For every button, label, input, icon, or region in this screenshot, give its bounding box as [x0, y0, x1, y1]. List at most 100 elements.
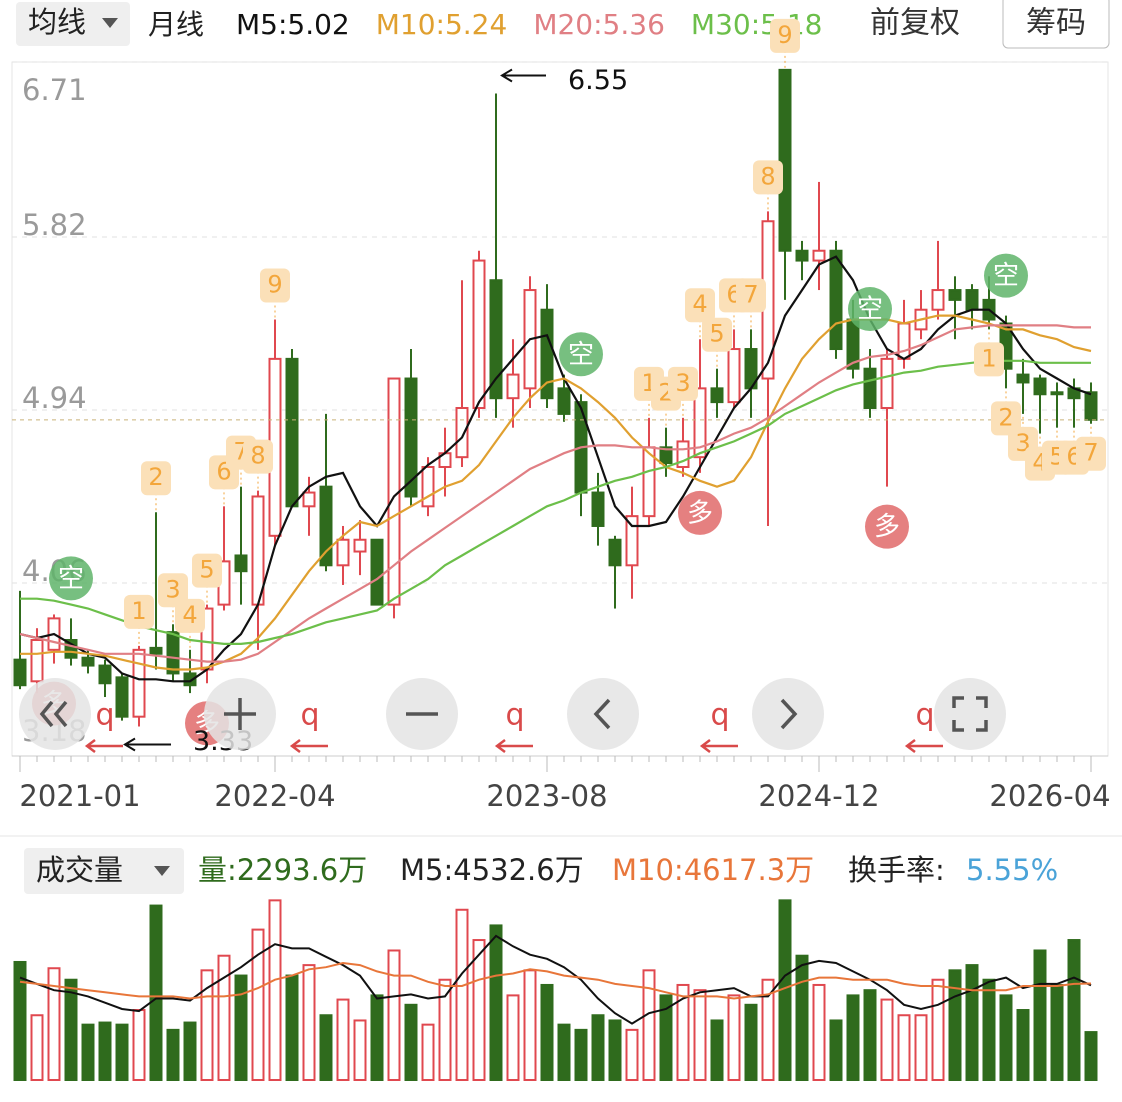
x-tick-label: 2022-04: [214, 779, 335, 813]
td-count: 5: [709, 320, 724, 348]
volume-bar: [659, 994, 673, 1082]
period[interactable]: 月线: [148, 8, 204, 41]
button-next[interactable]: [752, 678, 824, 750]
candle-body: [829, 249, 843, 351]
candle-body: [370, 538, 384, 606]
candle-body: [727, 348, 741, 404]
volume-bar: [81, 1023, 95, 1081]
volume-bar: [727, 994, 741, 1082]
td-count: 8: [760, 162, 775, 190]
td-count: 7: [743, 280, 758, 308]
candle-body: [115, 676, 129, 718]
volume-bar: [472, 939, 486, 1081]
x-tick-label: 2026-04: [989, 779, 1110, 813]
signal-badge: [865, 504, 909, 549]
td-count: 3: [165, 575, 180, 603]
td-count: 7: [1083, 439, 1098, 467]
volume-bar: [234, 974, 248, 1081]
high-label: 6.55: [568, 65, 628, 96]
td-count: 4: [692, 290, 707, 318]
signal-text: 空: [993, 261, 1019, 291]
signal-text: 空: [568, 340, 594, 370]
volume-bar: [625, 1028, 639, 1082]
x-tick-label: 2021-01: [19, 779, 140, 813]
td-badge: [192, 553, 222, 588]
ma-label: M30:5.18: [691, 8, 823, 41]
candle-body: [948, 289, 962, 301]
ma-menu[interactable]: 均线: [28, 5, 86, 39]
signal-badge: [984, 253, 1028, 298]
q-arrow: [84, 739, 123, 753]
signal-badge: [848, 287, 892, 332]
volume-bar: [302, 964, 316, 1081]
volume-menu[interactable]: 成交量: [36, 853, 123, 887]
volume-bar: [353, 1019, 367, 1082]
volume-bar: [965, 964, 979, 1081]
candle-body: [540, 308, 554, 400]
volume-bar: [200, 969, 214, 1081]
candle-body: [166, 631, 180, 675]
volume-bar: [489, 924, 503, 1082]
volume-bar: [795, 954, 809, 1082]
volume-bar: [132, 1009, 146, 1081]
candle-body: [880, 357, 894, 410]
td-count: 1: [131, 597, 146, 625]
volume-bar: [285, 974, 299, 1081]
td-badge: [158, 573, 188, 608]
candle-body: [472, 259, 486, 410]
chips-button[interactable]: [1002, 0, 1110, 49]
volume-chart: [13, 899, 1098, 1082]
signal-text: 多: [874, 512, 900, 542]
candle-body: [64, 639, 78, 659]
volume-bar: [1067, 939, 1081, 1081]
volume-bar: [676, 983, 690, 1082]
signal-badge: [678, 490, 722, 535]
y-tick-label: 4.94: [22, 381, 87, 415]
td-count: 2: [998, 403, 1013, 431]
icon-plus: [224, 698, 256, 730]
td-count: 2: [148, 463, 163, 491]
ma-line: [19, 255, 1092, 683]
volume-bar: [744, 1003, 758, 1081]
chips[interactable]: 筹码: [1026, 6, 1086, 41]
button-fullscreen[interactable]: [934, 678, 1006, 750]
candle-body: [353, 538, 367, 553]
candle-body: [183, 672, 197, 687]
volume-bar: [455, 908, 469, 1081]
q-arrow: [904, 739, 943, 753]
td-badge: [124, 594, 154, 629]
volume-bar: [693, 989, 707, 1082]
ma-line: [19, 324, 1091, 663]
td-badge: [243, 439, 273, 474]
arrow: [500, 68, 546, 83]
td-count: 8: [250, 442, 265, 470]
q-marker: q: [710, 698, 729, 733]
volume-bar: [540, 983, 554, 1082]
signal-badge: [559, 332, 603, 377]
volume-ma-line: [19, 961, 1092, 1000]
adjust[interactable]: 前复权: [870, 6, 960, 41]
volume-bar: [557, 1023, 571, 1081]
volume-bar: [370, 994, 384, 1082]
td-badge: [753, 160, 783, 195]
volume-ma10: M10:4617.3万: [612, 853, 814, 887]
turnover-label: 换手率:: [848, 853, 945, 887]
candle-body: [404, 377, 418, 498]
volume-bar: [897, 1014, 911, 1081]
volume-bar: [404, 1003, 418, 1081]
volume-value: 量:2293.6万: [198, 853, 367, 887]
volume-menu-button[interactable]: [24, 848, 184, 894]
candle-body: [795, 249, 809, 262]
icon-fullscreen: [952, 696, 988, 732]
candle-body: [608, 538, 622, 567]
signal-badge: [49, 556, 93, 601]
candle-body: [591, 491, 605, 527]
ma-menu-button[interactable]: [16, 2, 130, 46]
candle-body: [1033, 377, 1047, 396]
td-badge: [991, 401, 1021, 436]
button-prev[interactable]: [567, 678, 639, 750]
candle-body: [778, 68, 792, 252]
